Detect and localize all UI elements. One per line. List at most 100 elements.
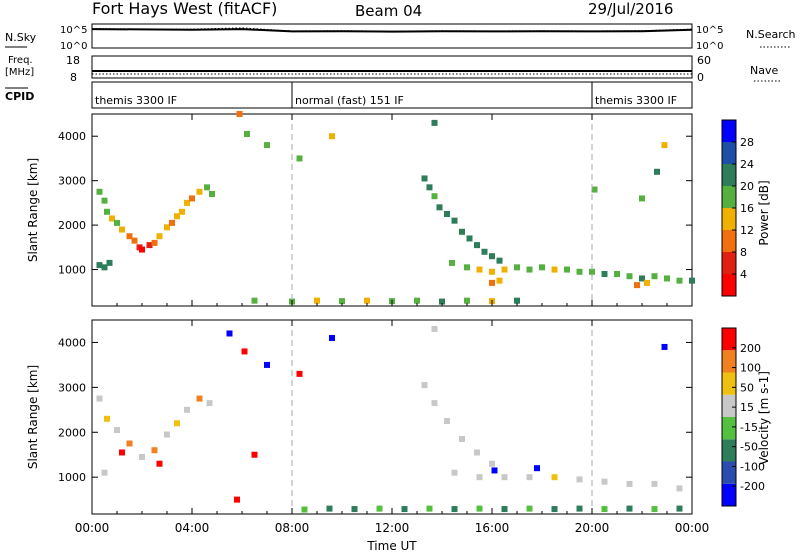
power-cell: [174, 213, 180, 220]
nave-tick-top: 60: [697, 54, 711, 67]
colorbar-swatch: [722, 328, 736, 351]
power-cell: [106, 259, 113, 266]
power-cell: [204, 184, 210, 191]
power-cell: [104, 208, 110, 215]
x-tick-label: 12:00: [375, 521, 410, 535]
power-cell: [654, 168, 660, 175]
colorbar-swatch: [722, 461, 736, 484]
y-tick-label: 2000: [58, 426, 86, 439]
noise-tick-top-right: 10^5: [696, 25, 723, 36]
colorbar-tick-label: 20: [740, 180, 754, 193]
noise-label: N.Sky: [5, 31, 37, 44]
velocity-cell: [241, 348, 248, 355]
velocity-y-axis: 1000 2000 3000 4000: [58, 336, 692, 484]
freq-tick-bottom: 8: [70, 71, 77, 84]
velocity-cell: [329, 334, 335, 341]
power-cell: [474, 242, 480, 249]
colorbar-tick-label: 16: [740, 202, 754, 215]
velocity-cell: [651, 480, 658, 487]
colorbar-swatch: [722, 120, 736, 142]
power-cell: [236, 111, 243, 117]
power-cell: [489, 279, 495, 286]
colorbar-swatch: [722, 230, 736, 252]
power-cell: [114, 219, 120, 226]
velocity-cell: [351, 506, 358, 513]
velocity-cell: [501, 506, 508, 513]
x-axis: 00:00 04:00 08:00 12:00 16:00 20:00 00:00: [75, 114, 710, 535]
velocity-cell: [104, 415, 110, 422]
power-cell: [481, 248, 488, 255]
power-colorbar: 28 24 20 16 12 8 4: [721, 119, 754, 297]
velocity-cell: [376, 505, 383, 512]
velocity-cell: [401, 506, 408, 513]
power-cell: [196, 188, 203, 195]
power-cell: [514, 297, 520, 304]
power-cell: [614, 271, 620, 277]
power-y-axis: 1000 2000 3000 4000: [58, 130, 692, 277]
power-cell: [131, 237, 138, 244]
power-cell: [146, 242, 153, 249]
cpid-mode-label: themis 3300 IF: [595, 94, 677, 107]
power-cell: [179, 208, 185, 215]
power-cell: [661, 142, 668, 149]
power-cell: [439, 298, 445, 305]
power-panel: 1000 2000 3000 4000 Slant Range [km]: [26, 111, 695, 307]
velocity-cell: [119, 449, 125, 456]
noise-tick-bottom-left: 10^0: [60, 41, 87, 52]
velocity-cell: [421, 382, 428, 389]
colorbar-tick-label: -15: [740, 421, 758, 434]
x-tick-label: 08:00: [275, 521, 310, 535]
power-cell: [139, 246, 145, 253]
noise-sky-line: [91, 28, 693, 33]
power-cell: [689, 277, 695, 284]
power-cell: [184, 199, 190, 206]
x-tick-label: 00:00: [675, 521, 710, 535]
power-cell: [151, 239, 158, 246]
x-tick-label: 20:00: [575, 521, 610, 535]
colorbar-tick-label: 200: [740, 342, 761, 355]
velocity-cell: [676, 485, 683, 492]
noise-panel: N.Sky 10^5 10^0 10^5 10^0 N.Search: [5, 23, 796, 52]
y-tick-label: 2000: [58, 219, 86, 232]
colorbar-swatch: [722, 350, 736, 373]
velocity-cell: [164, 431, 170, 438]
nave-label: Nave: [750, 64, 778, 77]
velocity-colorbar: 200 100 50 15 -15 -50 -100 -200: [721, 327, 765, 507]
colorbar-tick-label: 4: [740, 268, 747, 281]
colorbar-swatch: [722, 394, 736, 417]
velocity-cell: [296, 370, 303, 377]
velocity-cell: [251, 451, 258, 458]
velocity-cell: [676, 505, 683, 512]
search-noise-label: N.Search: [746, 28, 796, 41]
velocity-cell: [474, 449, 480, 456]
power-cell: [676, 277, 683, 284]
power-cell: [189, 195, 195, 202]
velocity-cell: [476, 505, 483, 512]
velocity-cell: [151, 447, 158, 454]
colorbar-tick-label: 12: [740, 224, 754, 237]
noise-tick-top-left: 10^5: [60, 25, 87, 36]
velocity-scatter: [96, 325, 683, 513]
colorbar-swatch: [722, 164, 736, 186]
power-cell: [251, 297, 258, 304]
velocity-cell: [174, 420, 180, 427]
power-cell: [464, 297, 470, 304]
x-tick-label: 16:00: [475, 521, 510, 535]
power-cell: [164, 224, 170, 231]
colorbar-swatch: [722, 439, 736, 462]
velocity-cell: [651, 506, 658, 513]
velocity-cell: [501, 474, 508, 481]
power-cell: [459, 228, 465, 235]
velocity-ylabel: Slant Range [km]: [26, 365, 40, 469]
power-cell: [339, 298, 345, 305]
power-cell: [496, 257, 503, 264]
velocity-cell: [451, 506, 458, 513]
power-cell: [639, 275, 645, 282]
power-cell: [264, 142, 270, 149]
y-tick-label: 4000: [58, 336, 86, 349]
y-tick-label: 3000: [58, 175, 86, 188]
date-label: 29/Jul/2016: [588, 0, 673, 18]
power-cell: [101, 197, 108, 204]
colorbar-tick-label: -100: [740, 460, 765, 473]
